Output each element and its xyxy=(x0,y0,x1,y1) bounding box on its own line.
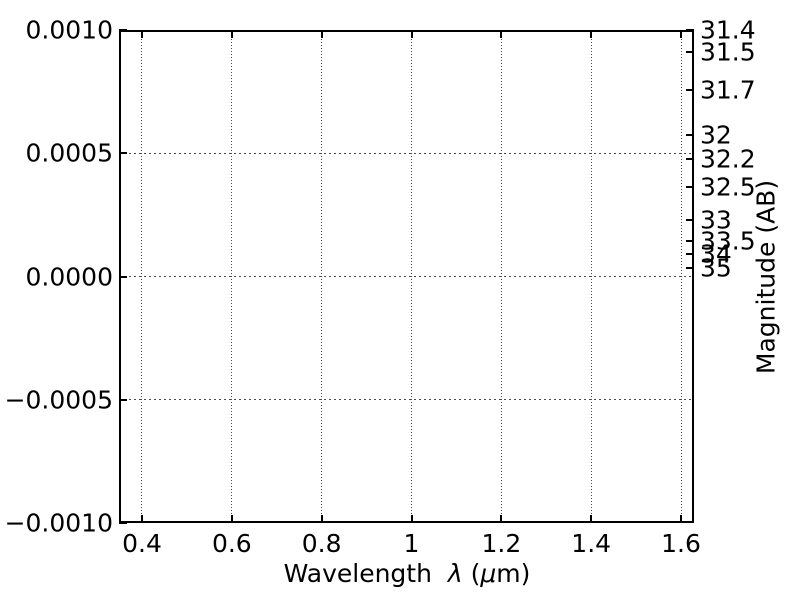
y-tick-label-right: 33.5 xyxy=(700,226,756,256)
x-tick-bottom xyxy=(410,515,413,523)
y-tick-label-left: 0.0010 xyxy=(25,15,113,45)
x-tick-bottom xyxy=(500,515,503,523)
x-axis-unit-close: m) xyxy=(496,559,531,588)
y-tick-label-left: −0.0010 xyxy=(4,508,113,538)
x-tick-top xyxy=(590,30,593,38)
y-tick-label-left: −0.0005 xyxy=(4,385,113,414)
y-tick-label-right: 31.5 xyxy=(700,36,756,66)
x-tick-bottom xyxy=(230,515,233,523)
x-tick-label: 0.4 xyxy=(122,529,162,558)
y-tick-right xyxy=(686,219,694,222)
lambda-symbol: λ xyxy=(447,559,463,588)
x-axis-label: Wavelength λ (μm) xyxy=(284,560,531,588)
y-gridline xyxy=(119,399,694,401)
y-gridline xyxy=(119,152,694,154)
x-axis-label-word: Wavelength xyxy=(283,559,448,588)
x-tick-bottom xyxy=(680,515,683,523)
grid-layer xyxy=(119,30,694,523)
x-tick-label: 1.4 xyxy=(571,529,612,558)
x-tick-top xyxy=(140,30,143,38)
x-tick-top xyxy=(410,30,413,38)
y-tick-label-right: 34 xyxy=(700,239,732,269)
x-tick-label: 1.6 xyxy=(661,529,701,558)
x-tick-label: 0.8 xyxy=(301,529,342,558)
y-tick-right xyxy=(686,266,694,269)
y-axis-right-label: Magnitude (AB) xyxy=(751,179,781,375)
y-gridline xyxy=(119,276,694,277)
y-tick-right xyxy=(686,157,694,160)
y-tick-left xyxy=(119,152,127,155)
mu-symbol: μ xyxy=(480,559,497,588)
y-tick-label-right: 32 xyxy=(700,119,732,149)
y-tick-right xyxy=(686,239,694,242)
y-tick-right xyxy=(686,88,694,91)
plot-frame xyxy=(119,30,694,523)
y-tick-right xyxy=(686,253,694,256)
y-tick-right xyxy=(686,50,694,53)
x-tick-bottom xyxy=(320,515,323,523)
x-tick-label: 1.2 xyxy=(481,529,522,558)
y-tick-left xyxy=(119,522,127,524)
x-tick-label: 0.6 xyxy=(211,529,252,558)
y-tick-label-right: 32.5 xyxy=(700,172,756,202)
y-tick-label-right: 33 xyxy=(700,205,732,235)
y-tick-right xyxy=(686,186,694,188)
y-tick-label-left: 0.0000 xyxy=(25,261,113,291)
x-tick-top xyxy=(680,30,683,38)
y-tick-left xyxy=(119,398,127,401)
plot-area xyxy=(119,29,694,524)
y-tick-label-right: 32.2 xyxy=(700,143,756,173)
y-tick-label-right: 31.4 xyxy=(700,15,756,45)
x-tick-bottom xyxy=(590,515,593,523)
y-tick-label-left: 0.0005 xyxy=(25,138,113,168)
y-tick-right xyxy=(686,133,694,136)
x-axis-unit-open: ( xyxy=(462,559,481,588)
x-tick-bottom xyxy=(140,515,143,523)
x-tick-top xyxy=(320,30,323,38)
x-tick-label: 1 xyxy=(403,529,420,558)
x-tick-top xyxy=(230,30,233,38)
y-tick-label-right: 31.7 xyxy=(700,74,756,104)
x-tick-top xyxy=(500,30,503,38)
y-tick-label-right: 35 xyxy=(700,252,732,282)
y-tick-left xyxy=(119,275,127,278)
